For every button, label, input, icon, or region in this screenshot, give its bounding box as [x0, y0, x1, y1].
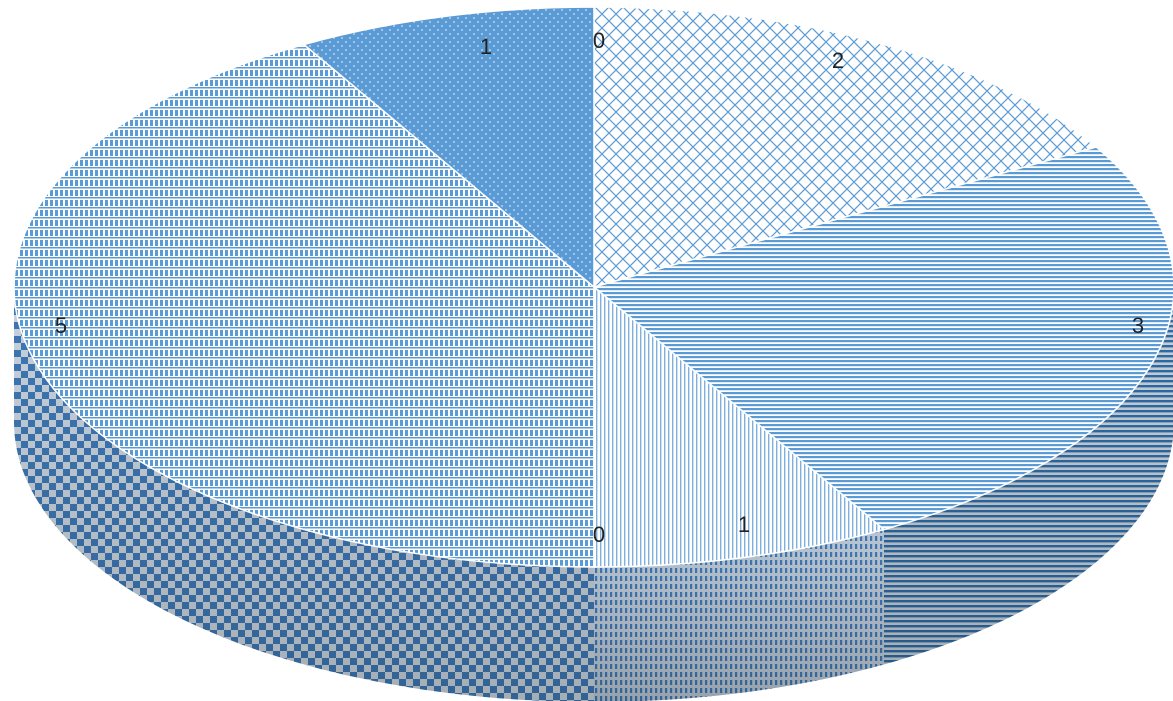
pie-side-shade-2 — [884, 302, 1173, 665]
pie-slice-3 — [593, 285, 886, 568]
data-label-1: 2 — [832, 48, 844, 73]
data-label-2: 3 — [1132, 313, 1144, 338]
pie-slice-2 — [592, 146, 1173, 531]
data-label-3: 1 — [738, 512, 750, 537]
data-label-6: 1 — [480, 34, 492, 59]
pie-side-shade-3 — [594, 529, 884, 701]
pie-sides — [14, 287, 1173, 701]
data-labels: 0 2 3 1 0 5 1 — [55, 28, 1144, 547]
pie-slice-5 — [13, 43, 595, 568]
pie-side-shade-5 — [14, 287, 594, 701]
pie-tops — [13, 6, 1173, 568]
pie-slice-6 — [302, 6, 595, 289]
data-label-0: 0 — [593, 28, 605, 53]
data-label-5: 5 — [55, 313, 67, 338]
pie-slice-1 — [593, 6, 1098, 288]
data-label-4: 0 — [593, 522, 605, 547]
